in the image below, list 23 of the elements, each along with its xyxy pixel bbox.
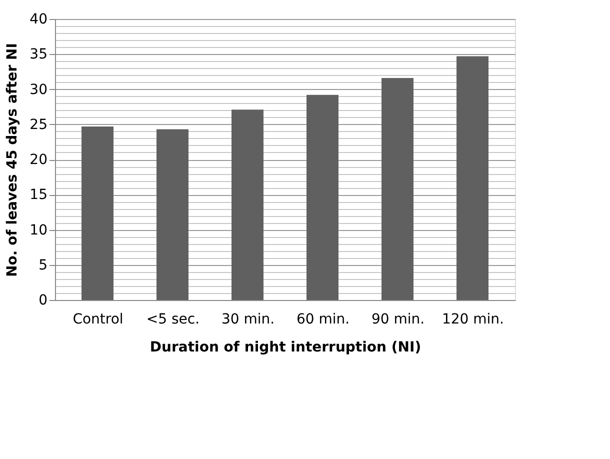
y-tick-label: 30 [30, 82, 48, 98]
bar [306, 94, 338, 300]
x-tick-label: Control [72, 312, 124, 328]
y-tick-label: 5 [38, 257, 48, 274]
bar [82, 126, 114, 300]
x-axis-title: Duration of night interruption (NI) [150, 340, 422, 356]
x-tick-label: 90 min. [371, 312, 425, 328]
bar [456, 56, 488, 300]
y-tick-label: 0 [38, 292, 48, 308]
y-tick-label: 20 [30, 152, 48, 168]
y-tick-label: 35 [30, 46, 48, 63]
bar [156, 129, 188, 300]
bar [382, 78, 414, 300]
x-tick-label: 60 min. [296, 312, 350, 328]
y-axis-title: No. of leaves 45 days after NI [4, 43, 21, 277]
y-tick-label: 10 [30, 222, 48, 238]
x-tick-label: 30 min. [221, 312, 275, 328]
bar [232, 110, 264, 300]
y-tick-label: 25 [30, 116, 48, 133]
x-tick-label: <5 sec. [146, 312, 200, 328]
y-tick-label: 15 [30, 187, 48, 204]
y-tick-label: 40 [30, 12, 48, 28]
x-tick-label: 120 min. [442, 312, 504, 328]
